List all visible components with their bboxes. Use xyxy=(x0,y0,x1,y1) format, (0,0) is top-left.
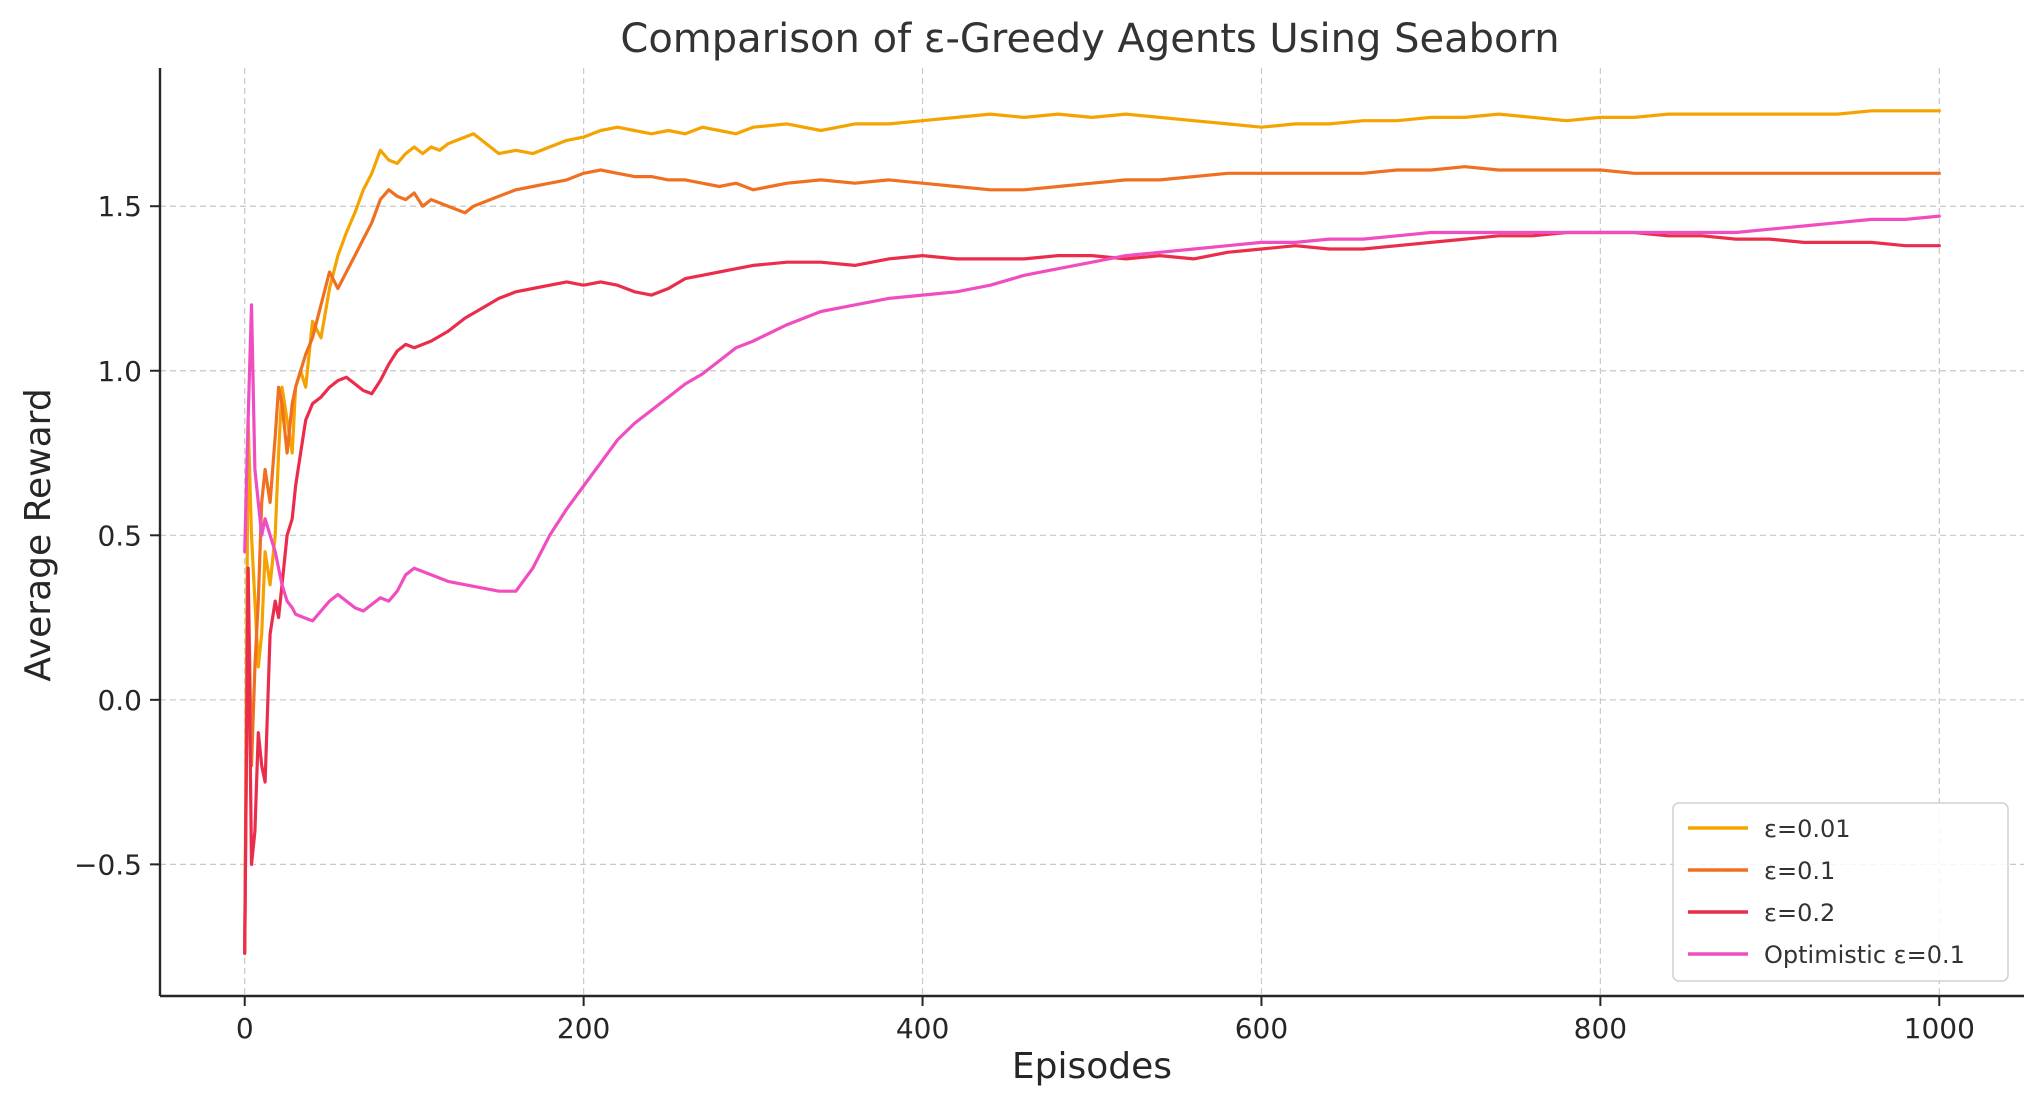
legend-label-3: ε=0.2 xyxy=(1764,899,1835,927)
x-tick-label: 800 xyxy=(1574,1012,1627,1045)
x-tick-label: 400 xyxy=(896,1012,949,1045)
x-tick-label: 1000 xyxy=(1904,1012,1975,1045)
series-line-3 xyxy=(243,230,1941,955)
x-axis-label: Episodes xyxy=(1012,1046,1172,1087)
grid xyxy=(160,68,2024,996)
legend-label-2: ε=0.1 xyxy=(1764,857,1835,885)
x-tick-label: 0 xyxy=(236,1012,254,1045)
series-line-2 xyxy=(243,165,1941,955)
series-lines xyxy=(243,109,1941,955)
y-axis-label: Average Reward xyxy=(18,388,59,681)
legend: ε=0.01 ε=0.1 ε=0.2 Optimistic ε=0.1 xyxy=(1672,802,2009,982)
legend-box xyxy=(1672,802,2009,982)
chart-title: Comparison of ε-Greedy Agents Using Seab… xyxy=(620,16,1559,62)
series-line-1 xyxy=(243,109,1941,955)
x-tick-label: 600 xyxy=(1235,1012,1288,1045)
y-tick-label: −0.5 xyxy=(74,848,142,881)
y-tick-label: 0.0 xyxy=(97,684,142,717)
legend-label-1: ε=0.01 xyxy=(1764,815,1851,843)
y-ticks: −0.5 0.0 0.5 1.0 1.5 xyxy=(74,190,160,881)
series-line-4 xyxy=(243,214,1941,623)
y-tick-label: 0.5 xyxy=(97,519,142,552)
x-tick-label: 200 xyxy=(557,1012,610,1045)
legend-items: ε=0.01 ε=0.1 ε=0.2 Optimistic ε=0.1 xyxy=(1688,815,1965,969)
legend-label-4: Optimistic ε=0.1 xyxy=(1764,941,1965,969)
y-tick-label: 1.5 xyxy=(97,190,142,223)
y-tick-label: 1.0 xyxy=(97,355,142,388)
axes xyxy=(158,68,2024,998)
x-ticks: 0 200 400 600 800 1000 xyxy=(236,996,1975,1045)
